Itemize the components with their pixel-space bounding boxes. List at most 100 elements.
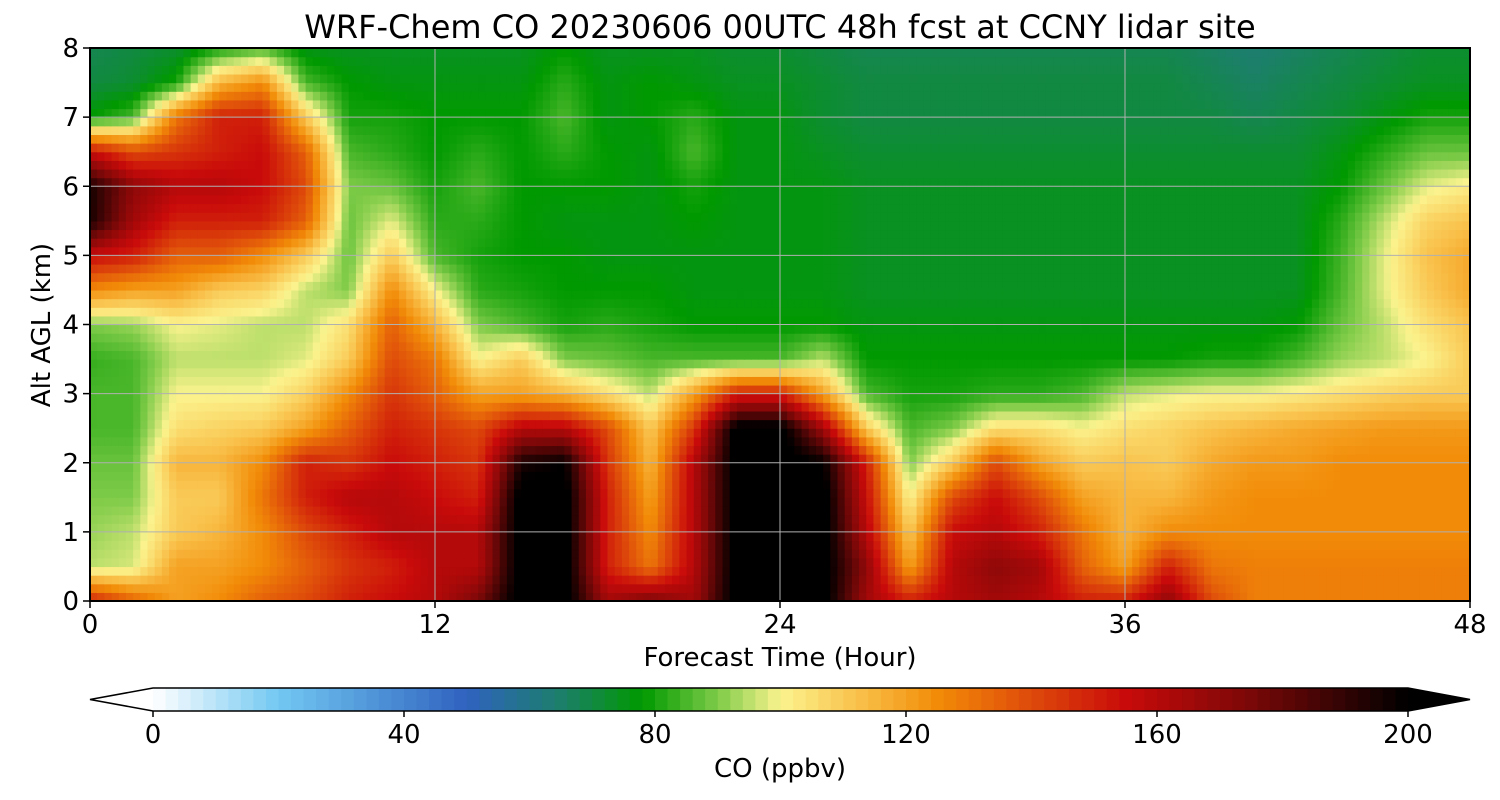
heatmap-cell: [772, 480, 781, 490]
heatmap-cell: [1254, 436, 1263, 447]
heatmap-cell: [772, 505, 781, 516]
heatmap-cell: [420, 436, 429, 447]
heatmap-cell: [621, 480, 630, 490]
heatmap-cell: [780, 505, 788, 516]
heatmap-cell: [945, 531, 954, 542]
heatmap-cell: [614, 376, 623, 386]
heatmap-cell: [233, 592, 242, 601]
heatmap-cell: [1153, 549, 1162, 559]
heatmap-cell: [535, 376, 544, 386]
heatmap-cell: [650, 497, 659, 507]
heatmap-cell: [715, 410, 724, 421]
heatmap-cell: [133, 514, 141, 524]
heatmap-cell: [909, 402, 918, 412]
heatmap-cell: [391, 566, 400, 576]
heatmap-cell: [629, 393, 637, 403]
heatmap-cell: [97, 384, 105, 395]
heatmap-cell: [535, 592, 544, 601]
heatmap-cell: [1117, 462, 1126, 472]
heatmap-cell: [305, 575, 314, 585]
heatmap-cell: [758, 419, 767, 429]
heatmap-cell: [837, 410, 846, 421]
heatmap-cell: [169, 402, 177, 412]
heatmap-cell: [276, 480, 285, 490]
heatmap-cell: [276, 531, 285, 542]
heatmap-cell: [140, 402, 149, 412]
heatmap-cell: [1024, 583, 1033, 593]
heatmap-cell: [1376, 592, 1385, 601]
heatmap-cell: [693, 505, 702, 516]
heatmap-cell: [1412, 583, 1421, 593]
heatmap-cell: [909, 428, 918, 438]
heatmap-cell: [478, 402, 486, 412]
heatmap-cell: [269, 402, 278, 412]
heatmap-cell: [823, 592, 831, 601]
heatmap-cell: [1283, 454, 1291, 464]
heatmap-cell: [938, 505, 946, 516]
heatmap-cell: [1462, 410, 1470, 421]
heatmap-cell: [1204, 384, 1212, 395]
heatmap-cell: [1376, 566, 1385, 576]
heatmap-cell: [959, 497, 968, 507]
heatmap-cell: [650, 384, 659, 395]
heatmap-cell: [815, 436, 824, 447]
heatmap-cell: [1189, 540, 1198, 550]
heatmap-cell: [348, 540, 357, 550]
heatmap-cell: [859, 592, 867, 601]
heatmap-cell: [1089, 505, 1097, 516]
heatmap-cell: [837, 462, 846, 472]
heatmap-cell: [629, 428, 637, 438]
heatmap-cell: [1319, 393, 1327, 403]
heatmap-cell: [866, 436, 875, 447]
heatmap-cell: [873, 514, 882, 524]
heatmap-cell: [1383, 514, 1392, 524]
heatmap-cell: [478, 531, 486, 542]
heatmap-cell: [284, 471, 292, 481]
heatmap-cell: [449, 523, 458, 533]
heatmap-cell: [492, 428, 501, 438]
heatmap-cell: [1168, 592, 1176, 601]
heatmap-cell: [291, 497, 300, 507]
heatmap-cell: [456, 462, 465, 472]
heatmap-cell: [147, 540, 156, 550]
heatmap-cell: [327, 428, 335, 438]
heatmap-cell: [794, 557, 803, 568]
heatmap-cell: [1434, 497, 1442, 507]
heatmap-cell: [363, 540, 371, 550]
heatmap-cell: [665, 531, 673, 542]
heatmap-cell: [147, 454, 156, 464]
heatmap-cell: [729, 462, 738, 472]
heatmap-cell: [830, 410, 839, 421]
heatmap-cell: [341, 549, 350, 559]
heatmap-cell: [1355, 384, 1363, 395]
heatmap-cell: [1405, 540, 1414, 550]
heatmap-cell: [930, 445, 939, 455]
heatmap-cell: [104, 419, 113, 429]
heatmap-cell: [1110, 419, 1119, 429]
heatmap-cell: [988, 540, 997, 550]
heatmap-cell: [902, 523, 910, 533]
heatmap-cell: [212, 505, 220, 516]
heatmap-cell: [240, 497, 249, 507]
heatmap-cell: [1369, 514, 1378, 524]
heatmap-cell: [772, 566, 781, 576]
heatmap-cell: [125, 376, 134, 386]
heatmap-cell: [1175, 505, 1184, 516]
heatmap-cell: [176, 592, 185, 601]
heatmap-cell: [470, 419, 479, 429]
heatmap-cell: [722, 419, 731, 429]
heatmap-cell: [859, 445, 867, 455]
heatmap-cell: [377, 557, 386, 568]
heatmap-cell: [607, 488, 616, 498]
heatmap-cell: [97, 540, 105, 550]
heatmap-cell: [499, 540, 508, 550]
heatmap-cell: [844, 523, 853, 533]
heatmap-cell: [952, 557, 961, 568]
heatmap-cell: [1110, 514, 1119, 524]
heatmap-cell: [823, 523, 831, 533]
heatmap-cell: [1089, 497, 1097, 507]
heatmap-cell: [1283, 514, 1291, 524]
heatmap-cell: [1189, 480, 1198, 490]
heatmap-cell: [1196, 566, 1205, 576]
heatmap-cell: [1311, 436, 1320, 447]
